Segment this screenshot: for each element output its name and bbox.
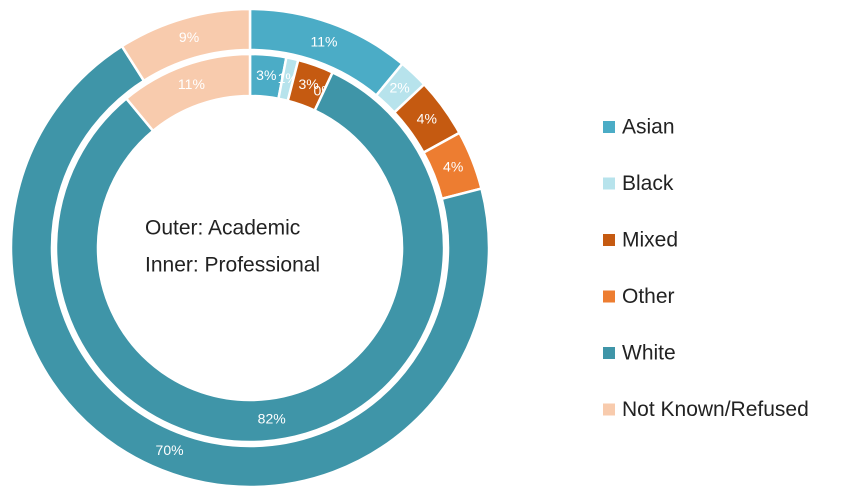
segment-value: 70 <box>156 442 172 458</box>
legend-swatch <box>603 234 615 246</box>
segment-label: 82% <box>258 410 286 426</box>
donut-segment <box>120 7 252 83</box>
percent-sign: % <box>397 79 409 95</box>
legend-swatch <box>603 347 615 359</box>
segment-value: 1 <box>278 70 286 86</box>
segment-label: 4% <box>417 110 437 126</box>
segment-label: 70% <box>156 442 184 458</box>
legend-swatch <box>603 403 615 416</box>
segment-label: 4% <box>443 158 463 174</box>
segment-value: 2 <box>389 79 397 95</box>
legend-label: White <box>622 342 676 365</box>
percent-sign: % <box>264 66 276 82</box>
percent-sign: % <box>273 410 285 426</box>
percent-sign: % <box>325 33 337 49</box>
segment-value: 3 <box>298 76 306 92</box>
segment-value: 3 <box>256 66 264 82</box>
segment-value: 9 <box>179 29 187 45</box>
segment-label: 2% <box>389 79 409 95</box>
segment-value: 11 <box>311 33 326 49</box>
center-annotation: Inner: Professional <box>145 254 320 277</box>
percent-sign: % <box>451 158 463 174</box>
segment-label: 11% <box>178 76 205 92</box>
legend-swatch <box>603 177 615 190</box>
percent-sign: % <box>306 76 318 92</box>
segment-label: 9% <box>179 29 199 45</box>
center-annotation: Outer: Academic <box>145 217 300 240</box>
percent-sign: % <box>171 442 183 458</box>
segment-value: 0 <box>314 82 322 98</box>
legend-label: Mixed <box>622 229 678 252</box>
segment-label: 3% <box>298 76 318 92</box>
segment-label: 11% <box>311 33 338 49</box>
legend-label: Asian <box>622 116 675 139</box>
segment-value: 11 <box>178 76 193 92</box>
percent-sign: % <box>424 110 436 126</box>
legend-label: Other <box>622 285 675 308</box>
legend-label: Not Known/Refused <box>622 398 809 421</box>
segment-value: 4 <box>417 110 425 126</box>
segment-value: 82 <box>258 410 274 426</box>
percent-sign: % <box>187 29 199 45</box>
legend-swatch <box>603 290 615 303</box>
legend-swatch <box>603 121 615 133</box>
donut-segment <box>54 70 446 444</box>
segment-label: 3% <box>256 66 276 82</box>
donut-segment <box>124 52 252 133</box>
legend-label: Black <box>622 172 674 195</box>
percent-sign: % <box>192 76 204 92</box>
segment-value: 4 <box>443 158 451 174</box>
donut-segment <box>9 44 491 488</box>
